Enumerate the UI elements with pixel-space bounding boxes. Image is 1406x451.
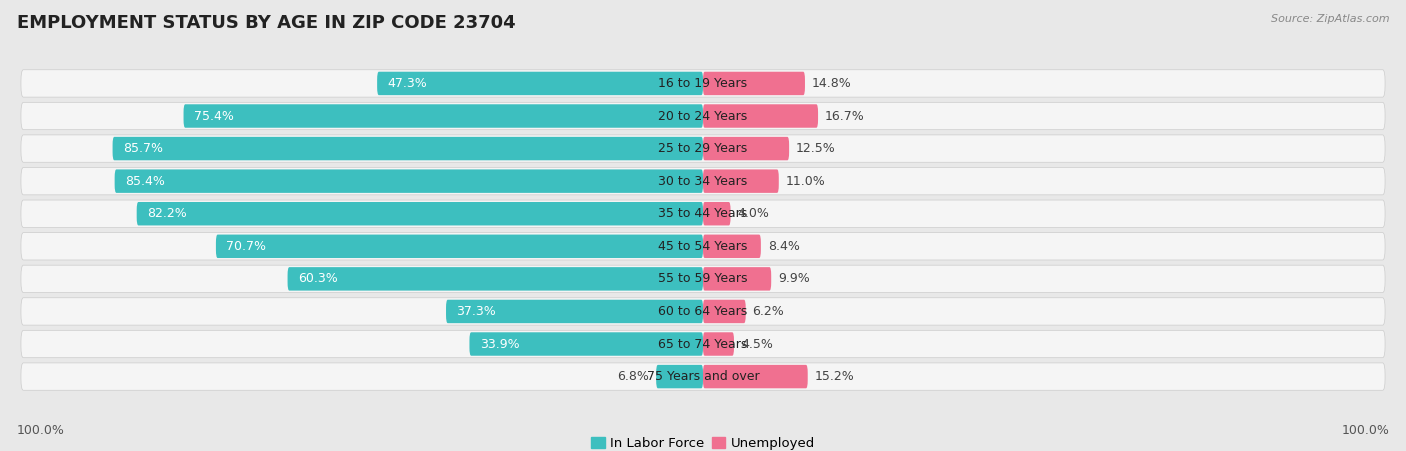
FancyBboxPatch shape <box>112 137 703 160</box>
Text: 60 to 64 Years: 60 to 64 Years <box>658 305 748 318</box>
Text: 65 to 74 Years: 65 to 74 Years <box>658 337 748 350</box>
Text: 16.7%: 16.7% <box>825 110 865 123</box>
Text: 11.0%: 11.0% <box>786 175 825 188</box>
FancyBboxPatch shape <box>703 267 772 290</box>
FancyBboxPatch shape <box>115 170 703 193</box>
Text: 4.0%: 4.0% <box>738 207 769 220</box>
Text: 75.4%: 75.4% <box>194 110 233 123</box>
FancyBboxPatch shape <box>703 72 806 95</box>
FancyBboxPatch shape <box>21 298 1385 325</box>
Text: 12.5%: 12.5% <box>796 142 835 155</box>
FancyBboxPatch shape <box>21 200 1385 227</box>
FancyBboxPatch shape <box>703 365 807 388</box>
Text: 6.2%: 6.2% <box>752 305 785 318</box>
FancyBboxPatch shape <box>21 330 1385 358</box>
Text: 30 to 34 Years: 30 to 34 Years <box>658 175 748 188</box>
Text: 9.9%: 9.9% <box>778 272 810 285</box>
Text: 8.4%: 8.4% <box>768 240 800 253</box>
FancyBboxPatch shape <box>21 363 1385 390</box>
FancyBboxPatch shape <box>703 300 745 323</box>
FancyBboxPatch shape <box>703 170 779 193</box>
Text: 85.4%: 85.4% <box>125 175 165 188</box>
FancyBboxPatch shape <box>288 267 703 290</box>
FancyBboxPatch shape <box>21 233 1385 260</box>
Text: 55 to 59 Years: 55 to 59 Years <box>658 272 748 285</box>
FancyBboxPatch shape <box>446 300 703 323</box>
Text: 15.2%: 15.2% <box>814 370 855 383</box>
Text: 14.8%: 14.8% <box>811 77 852 90</box>
Text: 6.8%: 6.8% <box>617 370 650 383</box>
Text: 33.9%: 33.9% <box>479 337 519 350</box>
FancyBboxPatch shape <box>657 365 703 388</box>
FancyBboxPatch shape <box>703 202 731 226</box>
Text: 37.3%: 37.3% <box>457 305 496 318</box>
FancyBboxPatch shape <box>217 235 703 258</box>
Text: 16 to 19 Years: 16 to 19 Years <box>658 77 748 90</box>
Text: 45 to 54 Years: 45 to 54 Years <box>658 240 748 253</box>
Text: 4.5%: 4.5% <box>741 337 773 350</box>
FancyBboxPatch shape <box>470 332 703 356</box>
Text: 85.7%: 85.7% <box>122 142 163 155</box>
Text: 47.3%: 47.3% <box>388 77 427 90</box>
Text: 25 to 29 Years: 25 to 29 Years <box>658 142 748 155</box>
Text: Source: ZipAtlas.com: Source: ZipAtlas.com <box>1271 14 1389 23</box>
FancyBboxPatch shape <box>21 265 1385 293</box>
Text: 75 Years and over: 75 Years and over <box>647 370 759 383</box>
FancyBboxPatch shape <box>703 104 818 128</box>
Text: 70.7%: 70.7% <box>226 240 266 253</box>
FancyBboxPatch shape <box>703 235 761 258</box>
Text: 20 to 24 Years: 20 to 24 Years <box>658 110 748 123</box>
Legend: In Labor Force, Unemployed: In Labor Force, Unemployed <box>586 432 820 451</box>
FancyBboxPatch shape <box>136 202 703 226</box>
Text: EMPLOYMENT STATUS BY AGE IN ZIP CODE 23704: EMPLOYMENT STATUS BY AGE IN ZIP CODE 237… <box>17 14 516 32</box>
Text: 60.3%: 60.3% <box>298 272 337 285</box>
Text: 35 to 44 Years: 35 to 44 Years <box>658 207 748 220</box>
Text: 82.2%: 82.2% <box>148 207 187 220</box>
FancyBboxPatch shape <box>21 135 1385 162</box>
FancyBboxPatch shape <box>21 167 1385 195</box>
FancyBboxPatch shape <box>703 137 789 160</box>
Text: 100.0%: 100.0% <box>17 424 65 437</box>
FancyBboxPatch shape <box>184 104 703 128</box>
FancyBboxPatch shape <box>21 70 1385 97</box>
FancyBboxPatch shape <box>377 72 703 95</box>
FancyBboxPatch shape <box>21 102 1385 130</box>
FancyBboxPatch shape <box>703 332 734 356</box>
Text: 100.0%: 100.0% <box>1341 424 1389 437</box>
